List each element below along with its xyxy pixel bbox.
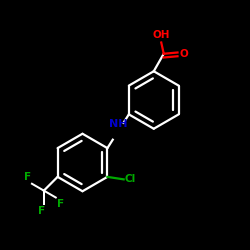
Text: Cl: Cl xyxy=(125,174,136,184)
Text: F: F xyxy=(38,206,45,216)
Text: F: F xyxy=(24,172,31,182)
Text: F: F xyxy=(57,199,64,209)
Text: OH: OH xyxy=(152,30,170,40)
Text: NH: NH xyxy=(109,119,128,129)
Text: O: O xyxy=(179,49,188,59)
